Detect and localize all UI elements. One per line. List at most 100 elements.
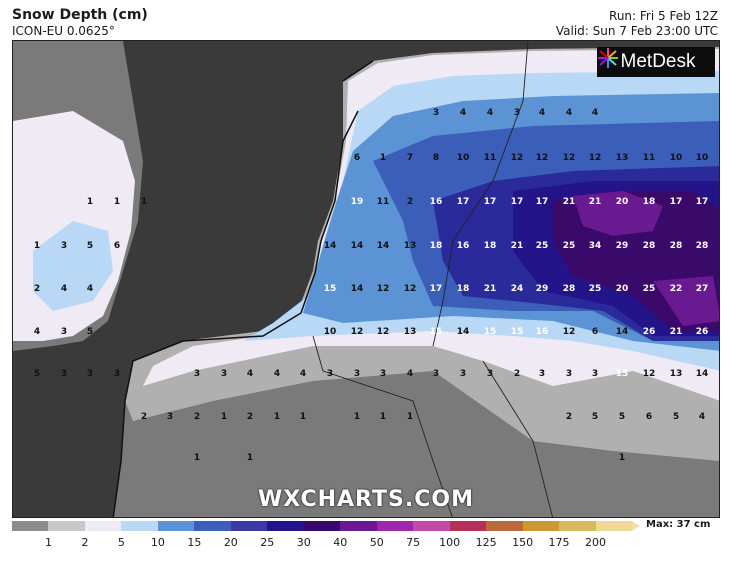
snow-value-label: 4	[698, 412, 706, 422]
snow-value-label: 12	[376, 284, 390, 294]
snow-value-label: 4	[299, 369, 307, 379]
snow-value-label: 11	[376, 197, 390, 207]
snow-value-label: 20	[615, 197, 629, 207]
snow-value-label: 5	[591, 412, 599, 422]
legend-tick-label: 25	[260, 536, 275, 549]
snow-value-label: 27	[695, 284, 709, 294]
snow-value-label: 12	[535, 153, 549, 163]
metdesk-burst-icon	[598, 48, 618, 68]
snow-value-label: 17	[535, 197, 549, 207]
legend-swatch	[522, 521, 560, 531]
snow-value-label: 14	[350, 241, 364, 251]
snow-value-label: 15	[615, 369, 629, 379]
snow-value-label: 17	[510, 197, 524, 207]
snow-value-label: 3	[353, 369, 361, 379]
snow-value-label: 19	[350, 197, 364, 207]
snow-value-label: 1	[406, 412, 414, 422]
snow-value-label: 7	[406, 153, 414, 163]
snow-value-label: 25	[535, 241, 549, 251]
legend-swatch	[449, 521, 487, 531]
snow-value-label: 18	[429, 241, 443, 251]
snow-value-label: 4	[86, 284, 94, 294]
snow-value-label: 5	[33, 369, 41, 379]
legend-tick-label: 75	[406, 536, 421, 549]
snow-value-label: 1	[246, 453, 254, 463]
model-label: ICON-EU 0.0625°	[12, 24, 115, 38]
snow-value-label: 3	[486, 369, 494, 379]
wxcharts-watermark: WXCHARTS.COM	[258, 487, 474, 512]
legend-tick-label: 50	[369, 536, 384, 549]
snow-value-label: 1	[140, 197, 148, 207]
snow-value-label: 1	[113, 197, 121, 207]
snow-value-label: 12	[510, 153, 524, 163]
legend-tick-label: 150	[512, 536, 534, 549]
snow-value-label: 15	[323, 284, 337, 294]
legend-tick-label: 20	[223, 536, 238, 549]
snow-value-label: 2	[565, 412, 573, 422]
snow-value-label: 26	[642, 327, 656, 337]
snow-value-label: 29	[535, 284, 549, 294]
snow-value-label: 12	[562, 327, 576, 337]
snow-value-label: 26	[695, 327, 709, 337]
snow-value-label: 16	[456, 241, 470, 251]
legend-swatch	[267, 521, 304, 531]
snow-value-label: 10	[669, 153, 683, 163]
snow-value-label: 21	[562, 197, 576, 207]
legend-swatch	[376, 521, 414, 531]
snow-value-label: 1	[86, 197, 94, 207]
snow-value-label: 3	[538, 369, 546, 379]
snow-value-label: 1	[299, 412, 307, 422]
snow-value-label: 13	[403, 241, 417, 251]
snow-value-label: 3	[591, 369, 599, 379]
snow-value-label: 11	[483, 153, 497, 163]
legend-max-arrow	[632, 521, 640, 531]
snow-value-label: 4	[33, 327, 41, 337]
snow-value-label: 3	[459, 369, 467, 379]
snow-value-label: 5	[86, 241, 94, 251]
snow-value-label: 2	[140, 412, 148, 422]
snow-value-label: 3	[379, 369, 387, 379]
snow-value-label: 6	[353, 153, 361, 163]
snow-value-label: 12	[376, 327, 390, 337]
snow-value-label: 22	[669, 284, 683, 294]
snow-value-label: 2	[513, 369, 521, 379]
snow-value-label: 17	[483, 197, 497, 207]
legend-swatch	[84, 521, 122, 531]
snow-value-label: 14	[350, 284, 364, 294]
snow-value-label: 3	[432, 108, 440, 118]
snow-value-label: 14	[695, 369, 709, 379]
snow-value-label: 18	[483, 241, 497, 251]
snow-value-label: 13	[615, 153, 629, 163]
snow-value-label: 3	[432, 369, 440, 379]
snow-value-label: 28	[642, 241, 656, 251]
snow-depth-map: 3 4 4 3 4 4 4 6 1 7 8 10 11 12 12 12 12 13 11 10 10 1 1 1 19 11 2 1…	[12, 40, 720, 518]
snow-value-label: 2	[246, 412, 254, 422]
snow-value-label: 11	[642, 153, 656, 163]
snow-value-label: 8	[432, 153, 440, 163]
snow-value-label: 1	[353, 412, 361, 422]
legend-swatch	[340, 521, 377, 531]
legend-tick-label: 175	[548, 536, 570, 549]
legend-tick-label: 100	[439, 536, 461, 549]
snow-value-label: 3	[513, 108, 521, 118]
chart-title: Snow Depth (cm)	[12, 7, 148, 23]
snow-value-label: 12	[562, 153, 576, 163]
legend-swatch	[121, 521, 158, 531]
snow-value-label: 29	[615, 241, 629, 251]
snow-value-label: 1	[618, 453, 626, 463]
snow-value-label: 4	[60, 284, 68, 294]
snow-value-label: 5	[672, 412, 680, 422]
snow-40cm-patch-east	[653, 276, 719, 326]
snow-value-label: 25	[642, 284, 656, 294]
snow-value-label: 6	[591, 327, 599, 337]
snow-value-label: 4	[246, 369, 254, 379]
snow-value-label: 34	[588, 241, 602, 251]
snow-value-label: 14	[456, 327, 470, 337]
snow-value-label: 4	[591, 108, 599, 118]
snow-value-label: 2	[33, 284, 41, 294]
snow-value-label: 3	[193, 369, 201, 379]
snow-value-label: 18	[642, 197, 656, 207]
snow-value-label: 17	[456, 197, 470, 207]
snow-value-label: 3	[60, 327, 68, 337]
legend-tick-label: 40	[333, 536, 348, 549]
